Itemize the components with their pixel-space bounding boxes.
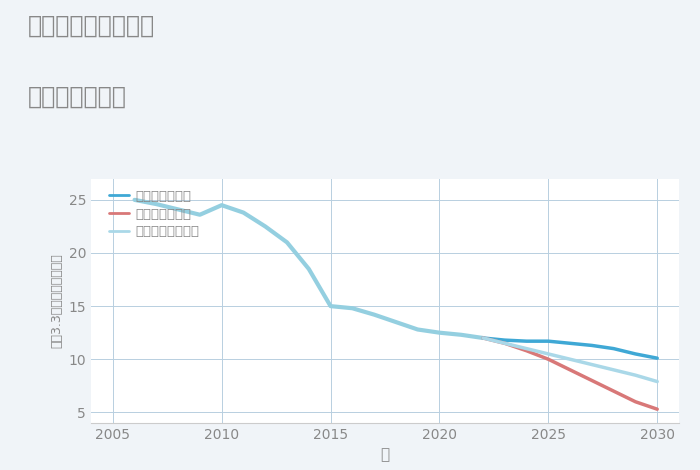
グッドシナリオ bbox=[610, 346, 618, 352]
Line: ノーマルシナリオ: ノーマルシナリオ bbox=[483, 338, 657, 382]
バッドシナリオ bbox=[522, 348, 531, 353]
ノーマルシナリオ bbox=[653, 379, 662, 384]
バッドシナリオ bbox=[566, 367, 574, 373]
バッドシナリオ bbox=[588, 378, 596, 384]
ノーマルシナリオ bbox=[631, 372, 640, 378]
ノーマルシナリオ bbox=[588, 362, 596, 368]
グッドシナリオ bbox=[653, 355, 662, 361]
バッドシナリオ bbox=[610, 388, 618, 394]
Text: 三重県伊賀市摺見の: 三重県伊賀市摺見の bbox=[28, 14, 155, 38]
ノーマルシナリオ bbox=[479, 335, 487, 341]
グッドシナリオ bbox=[500, 337, 509, 343]
グッドシナリオ bbox=[566, 340, 574, 346]
ノーマルシナリオ bbox=[522, 346, 531, 352]
X-axis label: 年: 年 bbox=[380, 447, 390, 462]
グッドシナリオ bbox=[588, 343, 596, 348]
Text: 土地の価格推移: 土地の価格推移 bbox=[28, 85, 127, 109]
グッドシナリオ bbox=[522, 338, 531, 344]
バッドシナリオ bbox=[479, 335, 487, 341]
Line: バッドシナリオ: バッドシナリオ bbox=[483, 338, 657, 409]
グッドシナリオ bbox=[479, 335, 487, 341]
バッドシナリオ bbox=[653, 407, 662, 412]
バッドシナリオ bbox=[631, 399, 640, 405]
バッドシナリオ bbox=[500, 340, 509, 346]
Y-axis label: 坪（3.3㎡）単価（万円）: 坪（3.3㎡）単価（万円） bbox=[50, 253, 63, 348]
ノーマルシナリオ bbox=[610, 367, 618, 373]
グッドシナリオ bbox=[544, 338, 552, 344]
Line: グッドシナリオ: グッドシナリオ bbox=[483, 338, 657, 358]
Legend: グッドシナリオ, バッドシナリオ, ノーマルシナリオ: グッドシナリオ, バッドシナリオ, ノーマルシナリオ bbox=[109, 190, 200, 238]
ノーマルシナリオ bbox=[544, 351, 552, 357]
バッドシナリオ bbox=[544, 356, 552, 362]
ノーマルシナリオ bbox=[566, 356, 574, 362]
グッドシナリオ bbox=[631, 351, 640, 357]
ノーマルシナリオ bbox=[500, 340, 509, 346]
